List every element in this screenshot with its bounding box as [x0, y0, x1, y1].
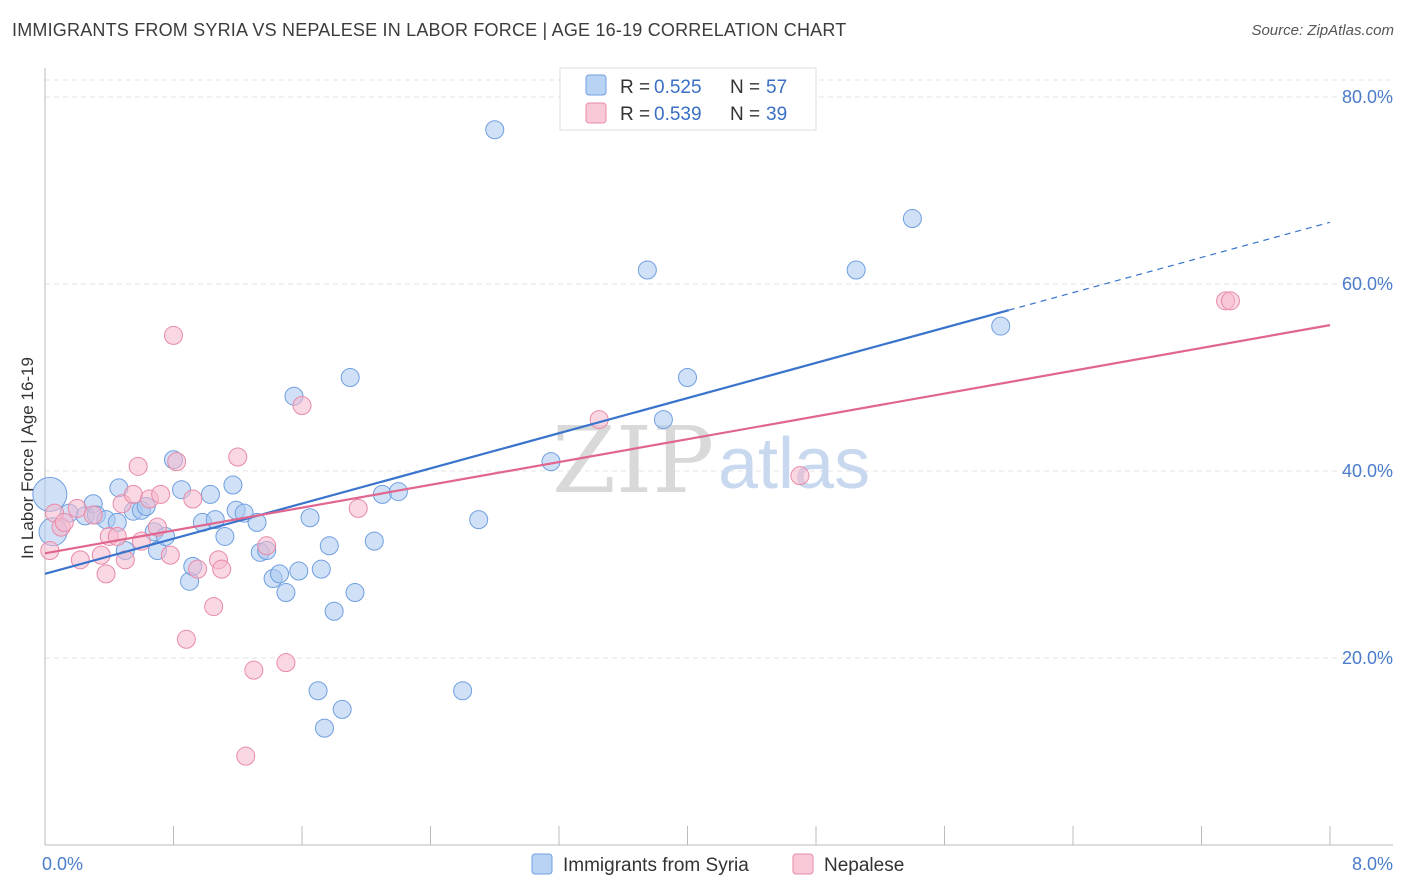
trend-line-extension — [1008, 221, 1331, 311]
data-point — [453, 681, 473, 701]
stats-r-value-syria: 0.525 — [654, 77, 702, 98]
data-point — [292, 396, 312, 416]
y-tick-label: 60.0% — [1342, 274, 1393, 294]
data-point — [257, 536, 277, 556]
data-point — [151, 484, 171, 504]
chart-title: IMMIGRANTS FROM SYRIA VS NEPALESE IN LAB… — [12, 20, 847, 40]
data-point — [790, 466, 810, 486]
trend-line — [44, 324, 1331, 555]
trend-lines — [44, 221, 1331, 575]
y-axis-title: In Labor Force | Age 16-19 — [18, 357, 37, 559]
data-point — [228, 447, 248, 467]
data-point — [653, 410, 673, 430]
data-point — [167, 452, 187, 472]
y-tick-label: 80.0% — [1342, 87, 1393, 107]
data-point — [128, 456, 148, 476]
data-point — [332, 699, 352, 719]
stats-n-label-syria: N = — [730, 77, 760, 98]
data-point — [345, 583, 365, 603]
y-tick-label: 40.0% — [1342, 461, 1393, 481]
data-point — [308, 681, 328, 701]
data-point — [188, 559, 208, 579]
data-point — [340, 368, 360, 387]
data-point — [123, 484, 143, 504]
stats-n-value-syria: 57 — [766, 77, 787, 98]
data-point — [67, 498, 87, 518]
data-point — [204, 597, 224, 617]
grid-lines — [45, 79, 1393, 659]
data-point — [364, 531, 384, 551]
series-legend: Immigrants from Syria Nepalese — [531, 853, 904, 876]
source-credit: Source: ZipAtlas.com — [1251, 22, 1394, 39]
data-point — [311, 559, 331, 579]
data-point — [991, 316, 1011, 336]
data-point — [485, 120, 505, 140]
data-point — [276, 653, 296, 673]
data-point — [348, 498, 368, 518]
data-point — [96, 564, 116, 584]
data-point — [83, 505, 103, 525]
data-point — [183, 489, 203, 509]
data-point — [469, 510, 489, 530]
data-point — [319, 536, 339, 556]
data-point — [276, 583, 296, 603]
data-point — [289, 561, 309, 581]
data-point — [176, 629, 196, 649]
data-point — [164, 325, 183, 345]
watermark-zip: ZIP — [552, 407, 714, 514]
y-tick-label: 20.0% — [1342, 648, 1393, 668]
stats-swatch-syria — [585, 74, 607, 96]
data-point — [223, 475, 243, 495]
data-point — [300, 508, 320, 528]
data-point — [270, 564, 290, 584]
data-point — [212, 559, 232, 579]
data-point — [107, 526, 127, 546]
data-point — [678, 368, 697, 387]
data-point — [200, 484, 220, 504]
stats-r-value-nepalese: 0.539 — [654, 104, 702, 125]
data-point — [54, 512, 74, 532]
stats-r-label-nepalese: R = — [620, 104, 650, 125]
legend-swatch-nepalese — [792, 853, 814, 875]
data-point — [1220, 291, 1240, 311]
data-point — [91, 545, 111, 565]
watermark-atlas: atlas — [718, 424, 870, 504]
data-point — [236, 746, 256, 766]
x-tick-label: 0.0% — [42, 854, 83, 874]
stats-n-value-nepalese: 39 — [766, 104, 787, 125]
axes — [44, 68, 1393, 846]
stats-swatch-nepalese — [585, 102, 607, 124]
tick-labels: 20.0% 40.0% 60.0% 80.0% 0.0% 8.0% — [42, 87, 1393, 874]
data-point — [244, 660, 264, 680]
trend-line — [44, 309, 1010, 575]
stats-n-label-nepalese: N = — [730, 104, 760, 125]
data-point — [902, 209, 922, 229]
legend-label-nepalese: Nepalese — [824, 855, 904, 876]
data-point — [324, 601, 344, 621]
legend-label-syria: Immigrants from Syria — [563, 855, 749, 876]
data-point — [215, 526, 235, 546]
data-point — [846, 260, 866, 280]
stats-r-label-syria: R = — [620, 77, 650, 98]
x-tick-label: 8.0% — [1352, 854, 1393, 874]
stats-legend: R = 0.525 N = 57 R = 0.539 N = 39 — [559, 67, 817, 131]
data-point — [637, 260, 657, 280]
legend-swatch-syria — [531, 853, 553, 875]
data-point — [160, 545, 180, 565]
data-points — [32, 120, 1240, 766]
data-point — [314, 718, 334, 738]
